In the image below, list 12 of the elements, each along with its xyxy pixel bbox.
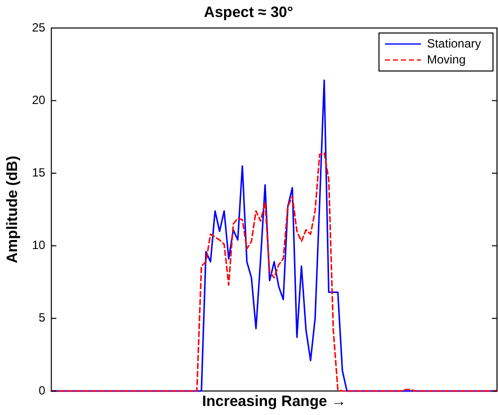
y-tick-label: 5 bbox=[38, 310, 46, 325]
y-tick-label: 20 bbox=[32, 92, 46, 107]
y-tick-label: 15 bbox=[32, 166, 46, 180]
x-axis-title: Increasing Range → bbox=[202, 393, 346, 410]
y-axis-title: Amplitude (dB) bbox=[4, 156, 22, 264]
y-tick-label: 25 bbox=[32, 20, 46, 34]
line-series bbox=[50, 152, 498, 392]
chart-title: Aspect ≈ 30° bbox=[204, 4, 294, 22]
y-tick-label: 10 bbox=[32, 238, 46, 252]
y-tick-label: 0 bbox=[38, 383, 46, 398]
legend-label: Stationary bbox=[426, 36, 481, 50]
legend-label: Moving bbox=[426, 52, 466, 66]
